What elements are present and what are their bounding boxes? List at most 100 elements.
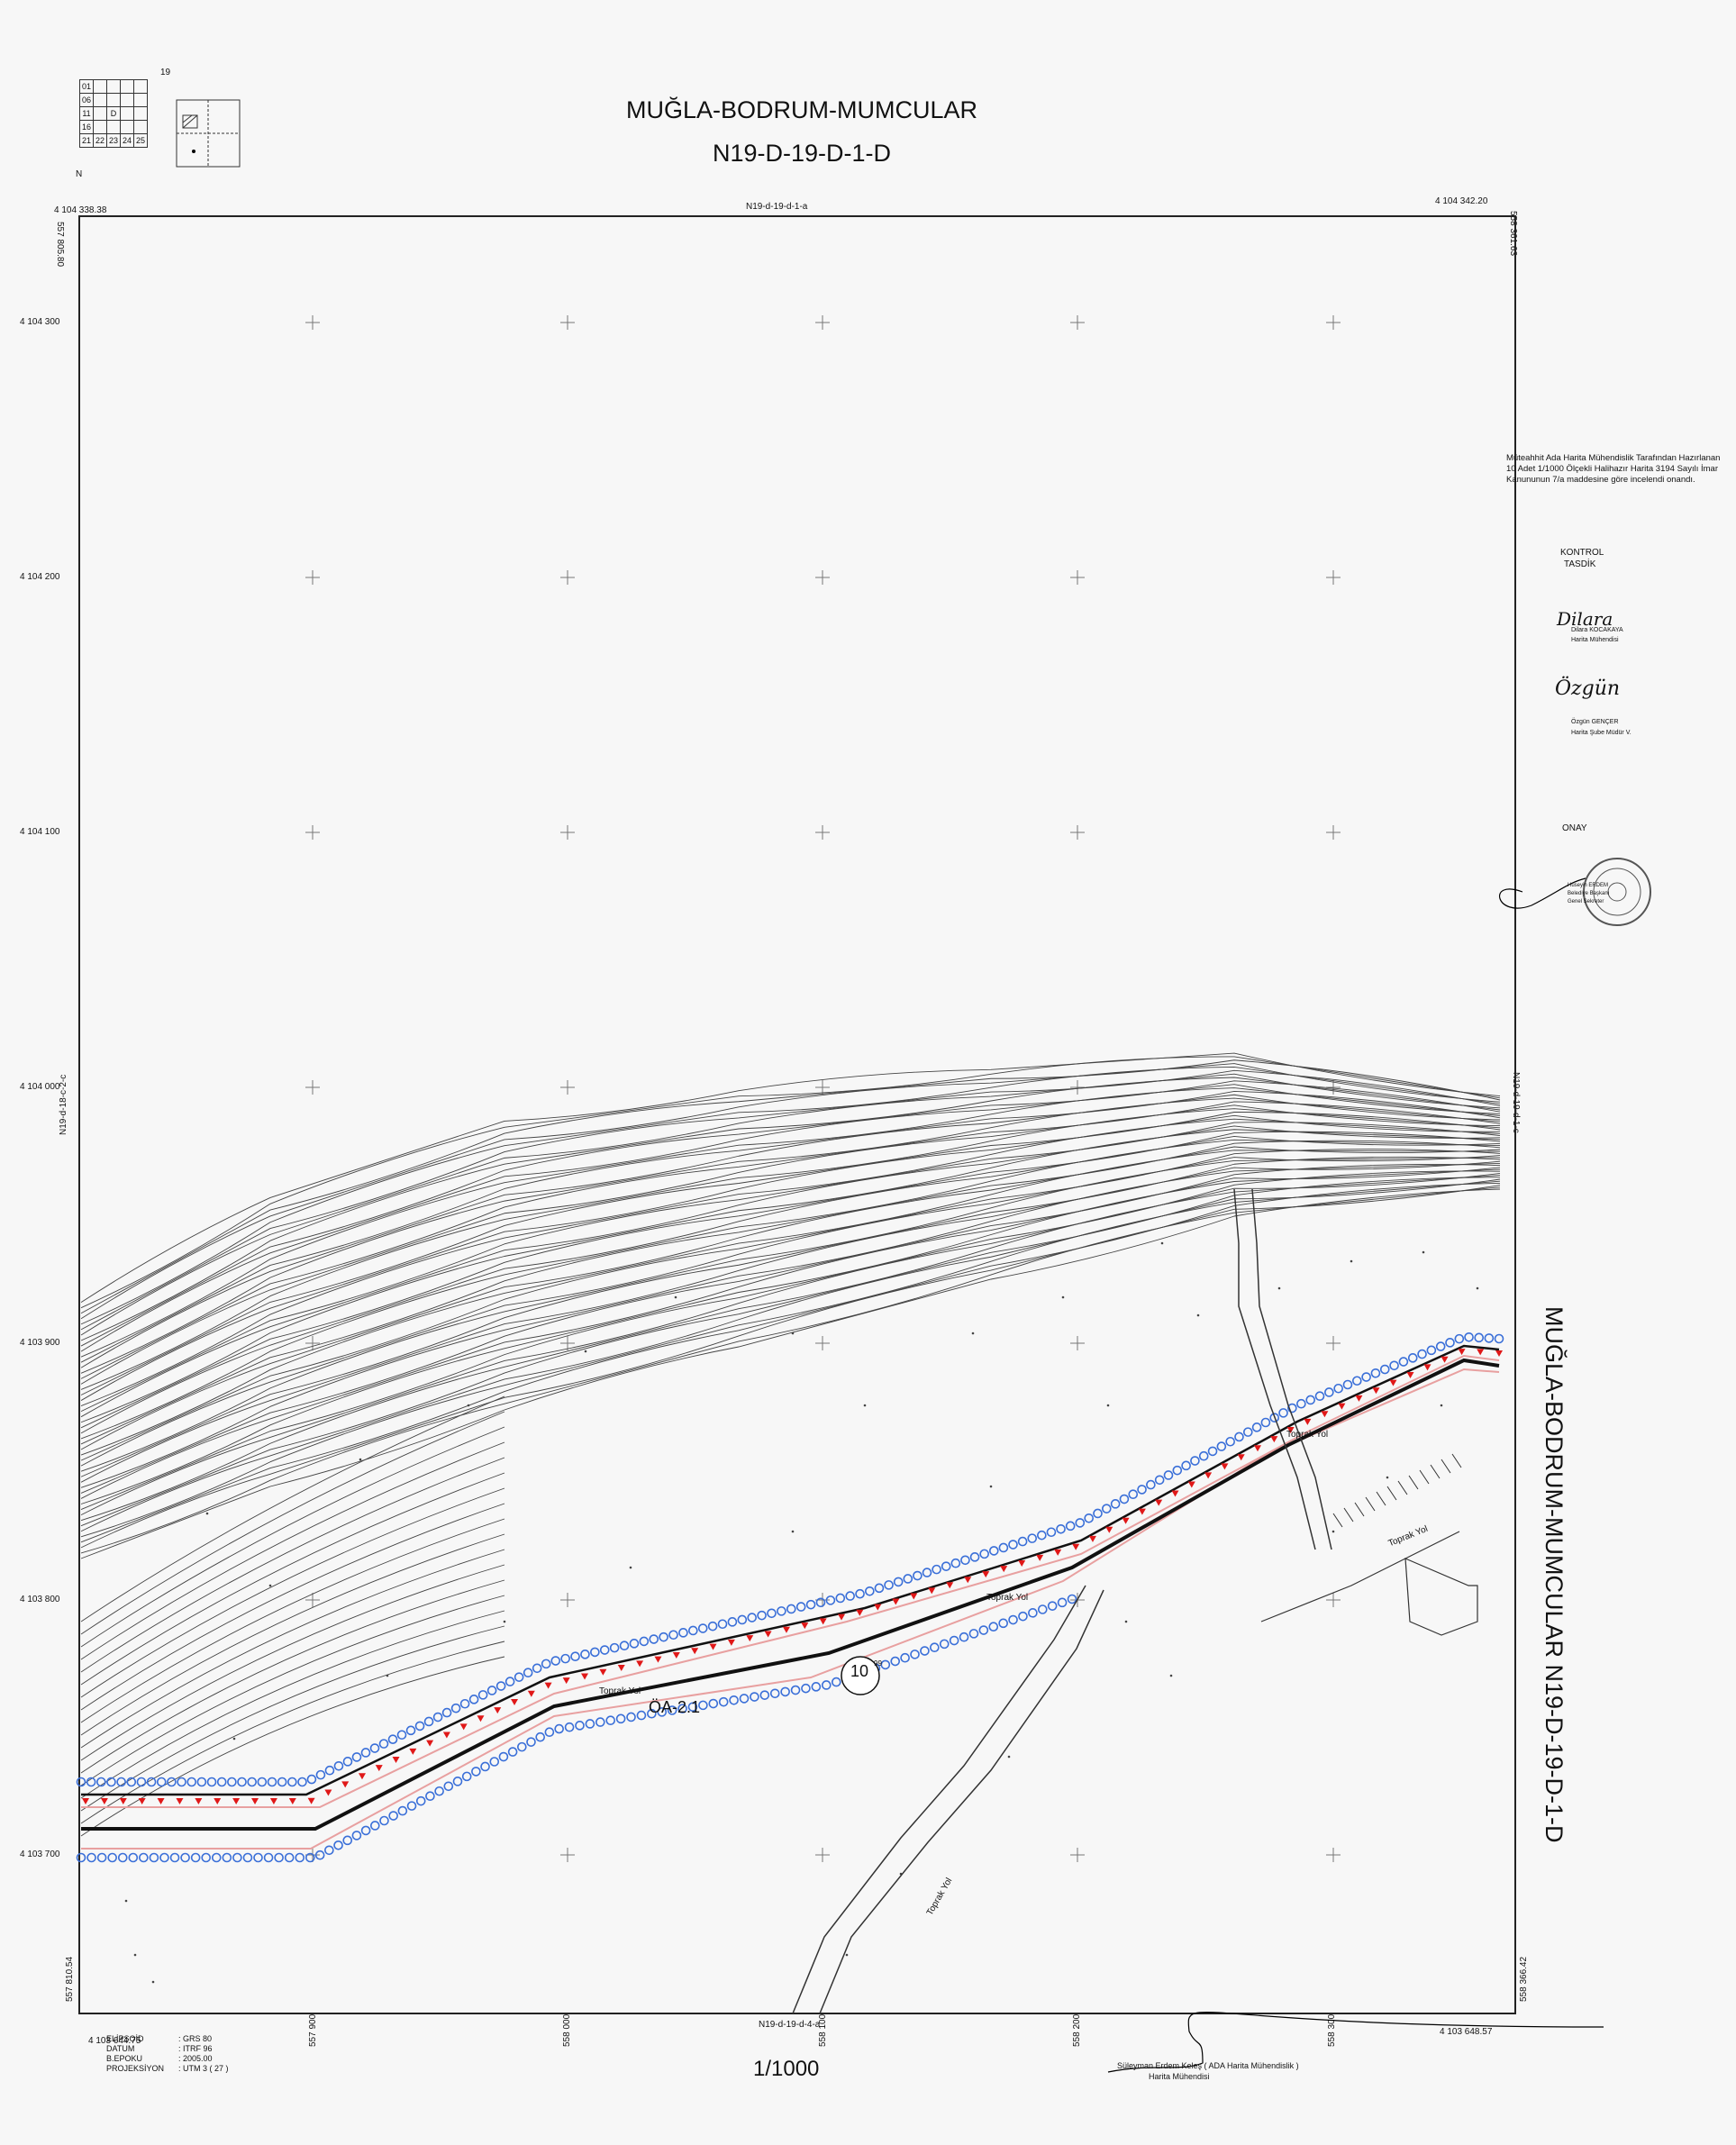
embankment-triangle bbox=[1458, 1349, 1466, 1356]
neighbor-bottom: N19-d-19-d-4-a bbox=[759, 2020, 821, 2030]
tree-symbol bbox=[274, 1852, 284, 1863]
road-label: Toprak Yol bbox=[986, 1593, 1029, 1603]
map-scale: 1/1000 bbox=[753, 2057, 820, 2081]
tree-symbol bbox=[196, 1777, 207, 1787]
contour-line bbox=[80, 1160, 1501, 1483]
embankment-red bbox=[82, 1349, 1503, 1804]
contour-line bbox=[80, 1073, 1501, 1336]
tree-symbol bbox=[1008, 1540, 1018, 1550]
tree-symbol bbox=[351, 1752, 362, 1762]
tree-symbol bbox=[805, 1599, 816, 1610]
tree-symbol bbox=[657, 1707, 668, 1717]
contour-line bbox=[80, 1056, 1501, 1309]
contour-line bbox=[80, 1595, 505, 1786]
contour-line bbox=[80, 1426, 505, 1648]
tree-symbol bbox=[96, 1852, 107, 1863]
tree-symbol bbox=[960, 1555, 970, 1566]
tree-symbol bbox=[757, 1610, 767, 1621]
tree-symbol bbox=[790, 1685, 801, 1695]
embankment-triangle bbox=[1138, 1508, 1146, 1515]
tree-symbol bbox=[396, 1730, 407, 1741]
contour-line bbox=[80, 1167, 1501, 1499]
tree-symbol bbox=[180, 1852, 190, 1863]
tree-symbol bbox=[737, 1614, 748, 1625]
embankment-triangle bbox=[654, 1656, 662, 1663]
embankment-triangle bbox=[819, 1618, 827, 1625]
corner-ne-north: 4 104 342.20 bbox=[1435, 196, 1488, 206]
geodetic-info: ELİPSOİD: GRS 80 DATUM: ITRF 96 B.EPOKU:… bbox=[106, 2034, 229, 2074]
embankment-triangle bbox=[1000, 1566, 1008, 1573]
signature-1: Dilara bbox=[1557, 608, 1613, 630]
road-edge bbox=[81, 1344, 1500, 1796]
embankment-triangle bbox=[1237, 1454, 1245, 1461]
tree-row-blue bbox=[76, 1332, 1504, 1863]
index-top-number: 19 bbox=[160, 68, 171, 77]
parcel-line-red bbox=[81, 1354, 1500, 1808]
tree-symbol bbox=[1181, 1460, 1191, 1471]
tree-symbol bbox=[378, 1739, 389, 1749]
embankment-triangle bbox=[746, 1635, 754, 1642]
tree-symbol bbox=[626, 1712, 636, 1722]
tree-symbol bbox=[1028, 1608, 1038, 1618]
contour-line bbox=[80, 1610, 505, 1799]
tree-symbol bbox=[405, 1725, 416, 1736]
tree-symbol bbox=[639, 1636, 650, 1647]
tree-symbol bbox=[468, 1695, 479, 1704]
tree-symbol bbox=[998, 1618, 1008, 1629]
embankment-triangle bbox=[1304, 1418, 1312, 1425]
spot-height-point bbox=[124, 1899, 128, 1903]
tree-symbol bbox=[1119, 1494, 1130, 1504]
tree-symbol bbox=[541, 1659, 551, 1669]
tree-symbol bbox=[903, 1574, 913, 1584]
contour-line bbox=[80, 1080, 1501, 1347]
embankment-triangle bbox=[1187, 1481, 1195, 1488]
spot-height-point bbox=[232, 1737, 236, 1741]
tree-symbol bbox=[201, 1852, 212, 1863]
municipality-seal-icon bbox=[1583, 858, 1651, 926]
tree-symbol bbox=[893, 1577, 904, 1587]
embankment-triangle bbox=[1221, 1463, 1229, 1470]
tree-symbol bbox=[495, 1681, 506, 1691]
northing-label: 4 104 000 bbox=[20, 1082, 60, 1092]
contour-line bbox=[80, 1170, 1501, 1510]
road-label: Toprak Yol bbox=[599, 1686, 641, 1696]
tree-symbol bbox=[425, 1791, 435, 1802]
spot-height-point bbox=[989, 1485, 993, 1488]
contour-line bbox=[80, 1182, 1501, 1543]
contour-line bbox=[80, 1186, 1501, 1554]
zone-number: 10 bbox=[850, 1662, 869, 1680]
contour-line bbox=[80, 1518, 505, 1723]
tree-symbol bbox=[1242, 1427, 1253, 1437]
tree-symbol bbox=[1260, 1417, 1271, 1428]
tree-symbol bbox=[835, 1593, 846, 1604]
contour-line bbox=[80, 1503, 505, 1711]
northing-label: 4 104 300 bbox=[20, 317, 60, 327]
dirt-road bbox=[792, 1585, 1086, 2014]
tree-symbol bbox=[1017, 1536, 1028, 1547]
tree-symbol bbox=[314, 1850, 325, 1860]
tree-symbol bbox=[128, 1852, 139, 1863]
spot-height-point bbox=[503, 1620, 506, 1623]
contour-line bbox=[80, 1656, 505, 1837]
tree-symbol bbox=[216, 1777, 227, 1787]
embankment-triangle bbox=[288, 1798, 296, 1804]
embankment-triangle bbox=[119, 1798, 127, 1804]
contour-line bbox=[80, 1114, 1501, 1401]
tree-symbol bbox=[1370, 1368, 1381, 1378]
tree-symbol bbox=[1154, 1475, 1165, 1486]
embankment-triangle bbox=[581, 1673, 589, 1680]
tree-symbol bbox=[443, 1781, 454, 1792]
tree-symbol bbox=[1352, 1376, 1362, 1386]
tree-symbol bbox=[795, 1602, 806, 1612]
tree-symbol bbox=[1454, 1333, 1465, 1344]
tree-symbol bbox=[619, 1641, 630, 1651]
tree-symbol bbox=[930, 1642, 940, 1653]
tree-symbol bbox=[96, 1777, 106, 1787]
tree-symbol bbox=[739, 1694, 750, 1704]
tree-symbol bbox=[486, 1686, 497, 1695]
building-outline bbox=[1404, 1558, 1478, 1636]
tree-symbol bbox=[649, 1634, 659, 1644]
tree-symbol bbox=[832, 1677, 841, 1687]
tree-symbol bbox=[360, 1748, 371, 1758]
